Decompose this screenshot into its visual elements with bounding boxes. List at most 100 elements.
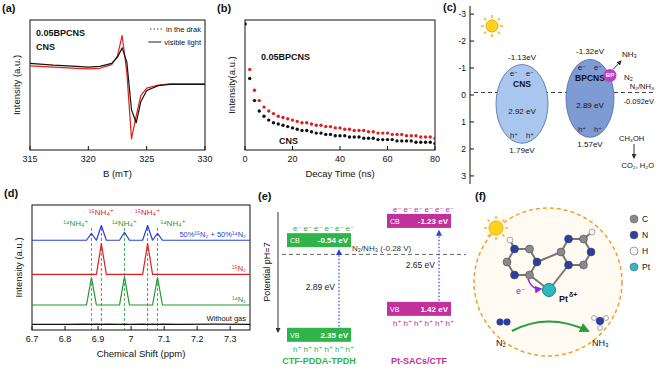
y-tick <box>470 175 474 176</box>
material-name: CNS <box>513 79 531 89</box>
series-label: CNS <box>36 42 55 52</box>
atom <box>604 316 609 321</box>
series-point <box>433 137 435 140</box>
vb-label: VB <box>290 332 300 339</box>
series-point <box>338 134 341 137</box>
peak-label: ¹⁴NH₄⁺ <box>112 219 137 228</box>
series-point <box>296 120 299 123</box>
electron: e⁻ <box>446 205 455 214</box>
panel-label: (f) <box>475 190 486 202</box>
sun-ray <box>491 34 492 37</box>
legend-swatch <box>630 215 638 223</box>
series-point <box>286 125 289 128</box>
vb-box <box>287 328 351 342</box>
series-point <box>395 133 398 136</box>
series-point <box>315 131 318 134</box>
x-tick-label: 330 <box>197 154 212 164</box>
series-label: ¹⁵N₂ <box>232 264 246 273</box>
hole: h⁺ <box>393 319 402 328</box>
series-line <box>30 48 205 123</box>
hole: h⁺ <box>404 319 413 328</box>
sun-ray <box>500 25 503 26</box>
x-tick <box>146 146 147 150</box>
series-point <box>429 141 432 144</box>
sun-ray <box>488 234 490 236</box>
series-point <box>367 137 370 140</box>
electron: e⁻ <box>435 205 444 214</box>
series-line <box>32 277 250 305</box>
vb-label: 1.57eV <box>577 140 603 149</box>
hole: h⁺ <box>425 319 434 328</box>
hole: h⁺ <box>414 319 423 328</box>
plot-area <box>30 35 205 138</box>
series-point <box>291 118 294 121</box>
series-point <box>334 126 337 129</box>
x-tick-label: 315 <box>22 154 37 164</box>
x-tick-label: 80 <box>430 154 440 164</box>
legend-label: N <box>642 230 648 240</box>
series-point <box>395 139 398 142</box>
sun-ray <box>502 220 504 222</box>
x-tick-label: 325 <box>139 154 154 164</box>
x-tick-label: 20 <box>287 154 297 164</box>
sun-ray <box>495 216 496 219</box>
series-point <box>324 125 327 128</box>
series-point <box>357 135 360 138</box>
cb-value: -0.54 eV <box>318 236 349 245</box>
y-tick <box>470 14 474 15</box>
hole: h⁺ <box>346 345 355 354</box>
material-name: CTF-PDDA-TPDH <box>282 356 356 366</box>
atom <box>511 271 519 279</box>
series-point <box>405 134 408 137</box>
electron: e⁻ <box>393 205 402 214</box>
series-point <box>419 141 422 144</box>
series-point <box>319 124 322 127</box>
x-axis-title: Decay Time (ns) <box>305 168 374 179</box>
hole: h⁺ <box>304 345 313 354</box>
atom <box>580 235 588 243</box>
reactant-label: CH₃OH <box>619 134 644 143</box>
cb-box <box>387 214 451 228</box>
electron: e⁻ <box>304 224 313 233</box>
series-point <box>262 105 265 108</box>
series-point <box>305 121 308 124</box>
series-label: Without gas <box>206 314 246 323</box>
series-point <box>381 131 384 134</box>
peak-label: ¹⁴NH₄⁺ <box>63 219 88 228</box>
series-point <box>286 117 289 120</box>
vb-value: 2.35 eV <box>320 331 348 340</box>
axis-title: Potential pH=7 <box>262 242 272 301</box>
series-point <box>245 22 247 25</box>
panel-label: (c) <box>443 1 457 13</box>
hole: h⁺ <box>325 345 334 354</box>
redox-label: N₂/NH₃ (-0.28 V) <box>352 244 412 253</box>
figure: 315320325330B (mT)Intensity (a.u.)(a)0.0… <box>0 0 659 372</box>
series-point <box>400 139 403 142</box>
legend-swatch <box>630 231 638 239</box>
series-point <box>381 138 384 141</box>
electron: e⁻ <box>578 63 586 72</box>
x-tick <box>230 326 231 330</box>
reaction-arrow <box>512 322 588 332</box>
band-ellipse <box>496 65 548 144</box>
product-label: NH₃ <box>622 50 637 59</box>
electron-arrow <box>528 279 541 289</box>
series-point <box>267 109 270 112</box>
x-tick-label: 7 <box>129 334 134 344</box>
series-label: 0.05BPCNS <box>36 28 85 38</box>
electron-label: e⁻ <box>516 286 526 296</box>
hole: h⁺ <box>510 131 518 140</box>
sun <box>489 221 503 235</box>
plot-frame <box>245 20 435 150</box>
hole: h⁺ <box>335 345 344 354</box>
electron: e⁻ <box>414 205 423 214</box>
series-point <box>310 130 313 133</box>
series-point <box>391 138 394 141</box>
y-tick-label: 1 <box>461 117 466 127</box>
scheme-circle <box>474 208 622 356</box>
electron: e⁻ <box>335 224 344 233</box>
sun-ray <box>484 18 486 20</box>
series-point <box>258 109 261 112</box>
series-point <box>262 115 265 118</box>
sun-ray <box>495 237 496 240</box>
